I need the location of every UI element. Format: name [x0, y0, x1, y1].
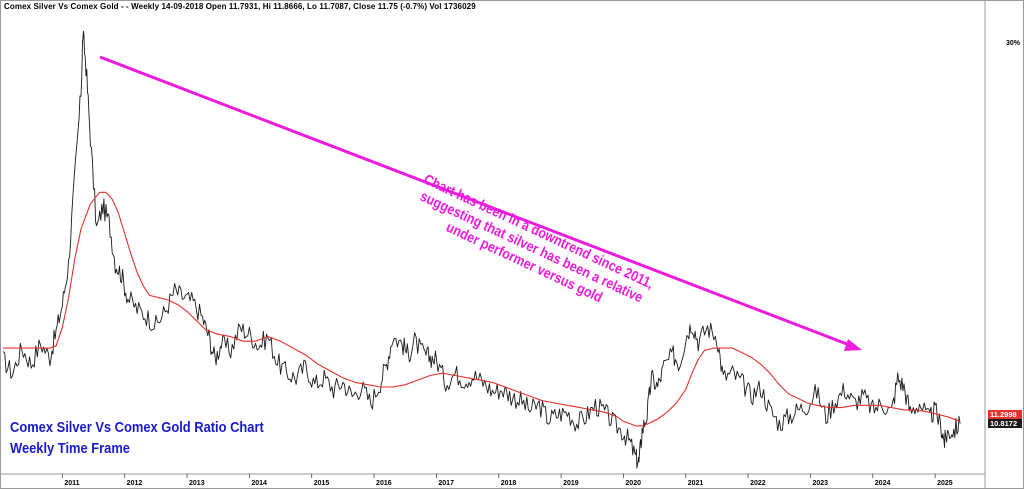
x-tick-label-2022: 2022 — [750, 480, 766, 487]
x-tick-label-2025: 2025 — [937, 480, 953, 487]
x-tick-label-2013: 2013 — [189, 480, 205, 487]
price-series-line — [2, 30, 961, 469]
x-tick-label-2021: 2021 — [688, 480, 704, 487]
x-tick-label-2023: 2023 — [812, 480, 828, 487]
x-tick-label-2011: 2011 — [64, 480, 79, 487]
x-tick-label-2012: 2012 — [127, 480, 143, 487]
x-tick-label-2020: 2020 — [625, 480, 641, 487]
moving-average-line — [3, 191, 961, 427]
x-tick-label-2016: 2016 — [376, 480, 392, 487]
right-axis-pct-label: 30% — [1006, 40, 1021, 47]
downtrend-arrow-head — [844, 339, 862, 351]
series-layer — [2, 30, 961, 469]
x-tick-label-2019: 2019 — [563, 480, 579, 487]
chart-caption-subtitle: Weekly Time Frame — [10, 440, 130, 457]
moving-average-value-tag: 11.2998 — [988, 410, 1022, 419]
last-price-value-tag: 10.8172 — [988, 419, 1022, 428]
downtrend-arrow — [99, 55, 862, 351]
chart-caption-title: Comex Silver Vs Comex Gold Ratio Chart — [10, 419, 264, 436]
downtrend-arrow-line — [99, 55, 853, 348]
x-tick-label-2015: 2015 — [314, 480, 330, 487]
x-tick-label-2014: 2014 — [251, 480, 267, 487]
x-axis: 2011 2012 2013 2014 2015 2016 2017 2018 2019 2020… — [61, 474, 953, 487]
chart-header: Comex Silver Vs Comex Gold - - Weekly 14… — [4, 2, 476, 11]
x-tick-label-2017: 2017 — [438, 480, 454, 487]
x-tick-label-2018: 2018 — [501, 480, 517, 487]
x-tick-label-2024: 2024 — [875, 480, 891, 487]
